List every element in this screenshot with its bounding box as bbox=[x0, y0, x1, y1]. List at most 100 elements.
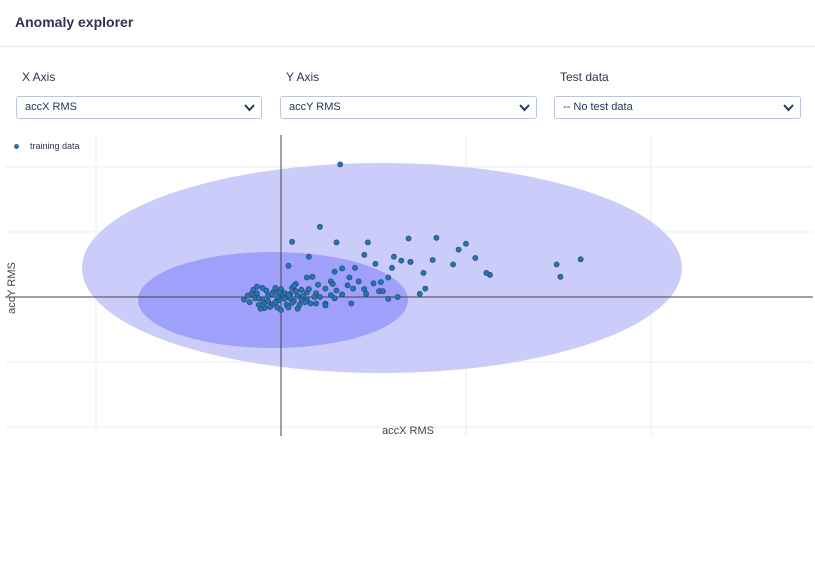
data-point[interactable] bbox=[483, 269, 490, 276]
data-point[interactable] bbox=[259, 284, 266, 291]
data-point[interactable] bbox=[344, 282, 351, 289]
data-point[interactable] bbox=[350, 285, 356, 292]
data-point[interactable] bbox=[331, 268, 338, 275]
data-point[interactable] bbox=[322, 302, 329, 309]
data-point[interactable] bbox=[389, 264, 395, 271]
data-point[interactable] bbox=[455, 246, 462, 253]
data-point[interactable] bbox=[398, 257, 405, 264]
data-point[interactable] bbox=[305, 286, 312, 293]
data-point[interactable] bbox=[429, 257, 436, 263]
data-point[interactable] bbox=[385, 274, 392, 281]
data-point[interactable] bbox=[281, 295, 288, 302]
test-data-select[interactable]: -- No test data bbox=[554, 96, 801, 119]
data-point[interactable] bbox=[257, 305, 264, 312]
chart-legend[interactable]: training data bbox=[14, 141, 80, 151]
data-point[interactable] bbox=[265, 297, 271, 304]
data-point[interactable] bbox=[405, 235, 412, 242]
data-point[interactable] bbox=[322, 285, 329, 292]
data-point[interactable] bbox=[285, 292, 292, 298]
data-point[interactable] bbox=[253, 290, 260, 296]
outer-anomaly-ellipse bbox=[82, 163, 682, 373]
data-point[interactable] bbox=[450, 261, 456, 268]
chevron-down-icon bbox=[519, 104, 530, 112]
data-point[interactable] bbox=[303, 274, 310, 281]
data-point[interactable] bbox=[316, 294, 323, 300]
test-data-select-value: -- No test data bbox=[563, 101, 633, 113]
data-point[interactable] bbox=[416, 290, 423, 297]
data-point[interactable] bbox=[390, 253, 397, 260]
data-point[interactable] bbox=[266, 303, 273, 310]
page-header: Anomaly explorer bbox=[0, 0, 815, 47]
data-point[interactable] bbox=[339, 265, 345, 272]
y-axis-select[interactable]: accY RMS bbox=[280, 96, 537, 119]
x-axis-select[interactable]: accX RMS bbox=[16, 96, 262, 119]
inner-anomaly-ellipse bbox=[138, 252, 408, 348]
data-point[interactable] bbox=[253, 283, 260, 290]
data-point[interactable] bbox=[250, 286, 257, 293]
data-point[interactable] bbox=[394, 294, 401, 300]
data-point[interactable] bbox=[255, 295, 262, 302]
data-point[interactable] bbox=[285, 262, 292, 269]
data-point[interactable] bbox=[278, 307, 284, 313]
data-point[interactable] bbox=[290, 282, 297, 289]
page-title: Anomaly explorer bbox=[15, 14, 134, 30]
data-point[interactable] bbox=[370, 280, 377, 287]
data-point[interactable] bbox=[316, 223, 323, 230]
data-point[interactable] bbox=[268, 290, 275, 297]
data-point[interactable] bbox=[327, 292, 334, 298]
data-point[interactable] bbox=[305, 253, 312, 260]
data-point[interactable] bbox=[333, 287, 340, 294]
test-data-label: Test data bbox=[560, 70, 609, 84]
data-point[interactable] bbox=[407, 258, 414, 265]
training-data-points[interactable] bbox=[241, 161, 584, 313]
data-point[interactable] bbox=[241, 296, 247, 303]
data-point[interactable] bbox=[337, 161, 344, 168]
data-point[interactable] bbox=[463, 240, 469, 247]
data-point[interactable] bbox=[377, 279, 384, 285]
data-point[interactable] bbox=[285, 304, 292, 311]
anomaly-regions bbox=[82, 163, 682, 373]
data-point[interactable] bbox=[433, 234, 440, 241]
data-point[interactable] bbox=[276, 289, 282, 296]
data-point[interactable] bbox=[289, 299, 295, 306]
scatter-chart[interactable]: accX RMS accY RMS bbox=[0, 133, 815, 443]
data-point[interactable] bbox=[292, 288, 299, 295]
data-point[interactable] bbox=[364, 239, 371, 246]
data-point[interactable] bbox=[379, 288, 386, 295]
data-point[interactable] bbox=[244, 292, 251, 299]
data-point[interactable] bbox=[346, 274, 353, 281]
data-point[interactable] bbox=[331, 295, 338, 302]
y-axis-select-value: accY RMS bbox=[289, 101, 341, 113]
x-axis-select-value: accX RMS bbox=[25, 101, 77, 113]
data-point[interactable] bbox=[352, 264, 358, 271]
data-point[interactable] bbox=[315, 281, 321, 288]
chart-axes bbox=[5, 135, 813, 436]
data-point[interactable] bbox=[557, 273, 564, 280]
data-point[interactable] bbox=[272, 284, 279, 291]
chevron-down-icon bbox=[244, 104, 255, 112]
data-point[interactable] bbox=[355, 278, 362, 285]
data-point[interactable] bbox=[361, 251, 368, 258]
data-point[interactable] bbox=[348, 300, 355, 307]
data-point[interactable] bbox=[289, 238, 295, 245]
data-point[interactable] bbox=[422, 285, 429, 292]
data-point[interactable] bbox=[553, 261, 560, 268]
data-point[interactable] bbox=[298, 286, 305, 293]
data-point[interactable] bbox=[372, 260, 379, 267]
x-axis-title: accX RMS bbox=[382, 425, 434, 437]
data-point[interactable] bbox=[294, 305, 301, 312]
data-point[interactable] bbox=[363, 290, 369, 297]
data-point[interactable] bbox=[420, 269, 427, 276]
data-point[interactable] bbox=[339, 291, 345, 298]
data-point[interactable] bbox=[385, 295, 392, 302]
data-point[interactable] bbox=[333, 239, 340, 246]
data-point[interactable] bbox=[329, 281, 336, 287]
data-point[interactable] bbox=[313, 300, 319, 307]
data-point[interactable] bbox=[246, 299, 253, 306]
data-point[interactable] bbox=[309, 273, 316, 280]
data-point[interactable] bbox=[298, 296, 305, 303]
data-point[interactable] bbox=[577, 256, 584, 263]
data-point[interactable] bbox=[311, 294, 318, 300]
data-point[interactable] bbox=[307, 300, 314, 307]
data-point[interactable] bbox=[472, 255, 479, 261]
